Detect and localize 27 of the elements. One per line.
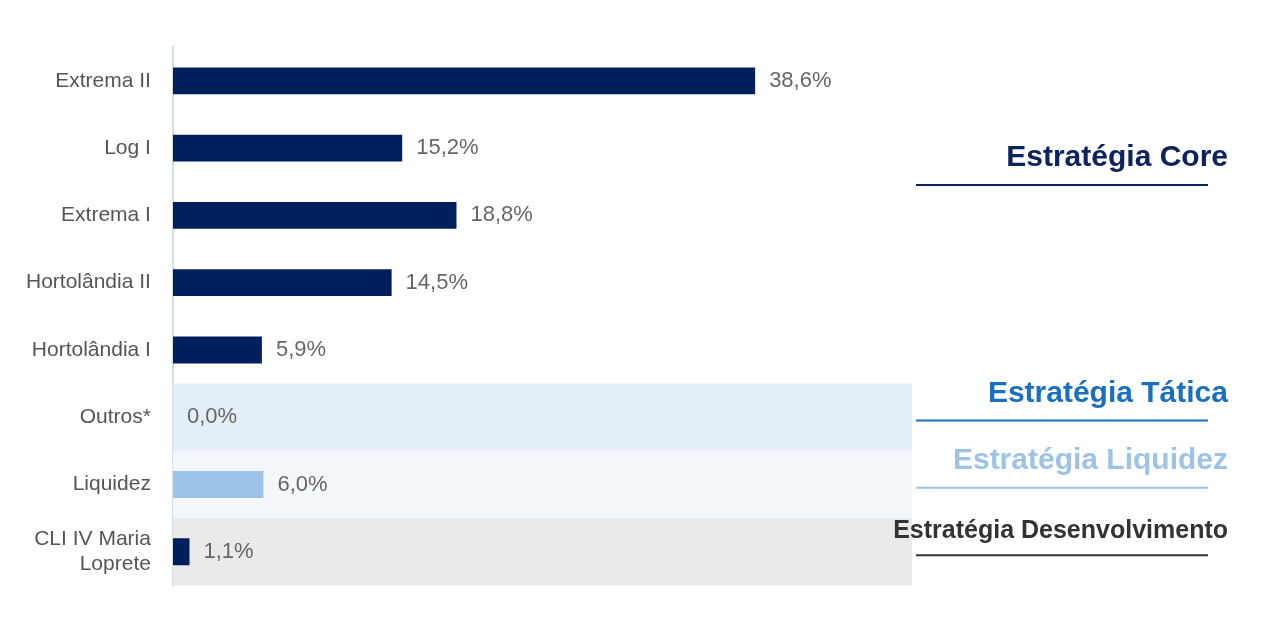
- bar: [172, 269, 392, 297]
- band-label: Estratégia Tática: [987, 374, 1229, 408]
- data-label: 6,0%: [277, 470, 328, 496]
- bar: [172, 67, 756, 95]
- data-label: 38,6%: [769, 66, 832, 92]
- bar: [172, 336, 262, 364]
- y-tick-label: Log I: [104, 134, 151, 158]
- y-tick-label: CLI IV Maria Loprete: [34, 525, 152, 575]
- y-tick-label: Liquidez: [72, 471, 151, 495]
- y-tick-label: Extrema I: [61, 202, 151, 226]
- y-tick-label: Hortolândia I: [31, 336, 151, 360]
- bar: [172, 471, 264, 498]
- band-label: Estratégia Desenvolvimento: [893, 514, 1228, 543]
- data-label: 14,5%: [405, 268, 469, 294]
- y-tick-label: Extrema II: [55, 67, 151, 91]
- text: Estratégia Core: [1006, 139, 1228, 173]
- bar: [172, 538, 190, 566]
- y-tick-label: Hortolândia II: [26, 269, 151, 293]
- data-label: 0,0%: [186, 403, 238, 429]
- bar: [172, 134, 403, 162]
- y-tick-label: Outros*: [79, 404, 151, 428]
- data-label: 15,2%: [416, 134, 479, 160]
- bar: [172, 201, 457, 229]
- data-label: 1,1%: [203, 537, 254, 563]
- data-label: 5,9%: [275, 336, 327, 361]
- data-label: 18,8%: [470, 201, 533, 227]
- band-label: Estratégia Liquidez: [952, 442, 1228, 476]
